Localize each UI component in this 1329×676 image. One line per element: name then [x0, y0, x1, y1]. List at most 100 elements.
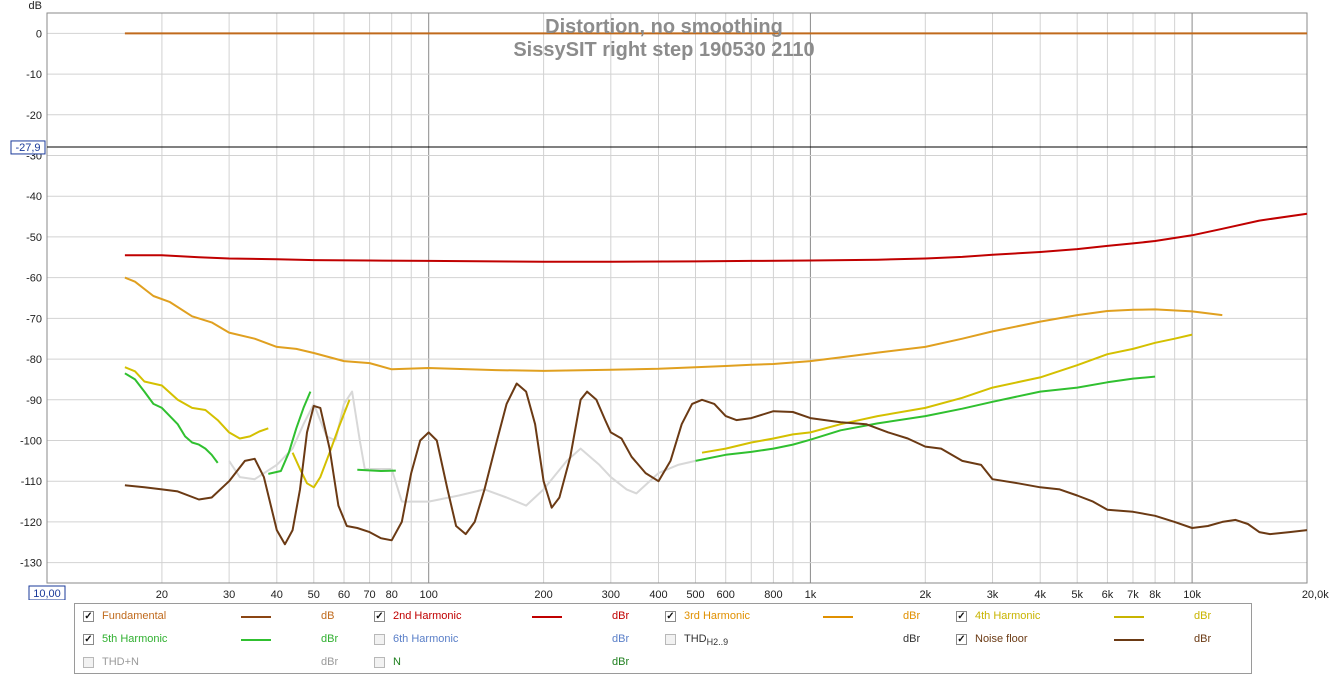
- y-tick-label: -90: [26, 395, 42, 407]
- x-start-frame: [28, 585, 66, 600]
- y-tick-label: -110: [21, 476, 42, 488]
- y-tick-label: -100: [20, 436, 42, 448]
- 5th-harmonic-checkbox[interactable]: ✓: [83, 634, 94, 645]
- legend-unit[interactable]: dBr: [321, 633, 339, 645]
- x-axis-ticks: 20 30 40 50 60 70 80 100 200 300 400 500 600 800 1k 2k 3…: [156, 589, 1329, 600]
- x-tick-label: 70: [363, 589, 375, 600]
- legend-line-swatch[interactable]: [823, 616, 853, 618]
- y-axis-ticks: 0-10-20-30-40-50-60-70-80-90-100-110-120…: [20, 28, 42, 569]
- cursor-value-frame: [10, 140, 46, 155]
- x-tick-label: 20,0kHz: [1302, 589, 1329, 600]
- x-tick-label: 1k: [805, 589, 817, 600]
- x-tick-label: 600: [717, 589, 735, 600]
- x-tick-label: 10k: [1183, 589, 1201, 600]
- x-tick-label: 60: [338, 589, 350, 600]
- legend-unit[interactable]: dBr: [903, 610, 921, 622]
- x-tick-label: 6k: [1102, 589, 1114, 600]
- y-tick-label: -60: [26, 273, 42, 285]
- legend-item-2nd-harmonic: ✓ 2nd Harmonic dBr: [366, 609, 656, 627]
- legend-item-fundamental: ✓ Fundamental dB: [75, 609, 365, 627]
- y-tick-label: -70: [26, 313, 42, 325]
- series-lines: [124, 32, 1308, 546]
- 6th-harmonic-checkbox[interactable]: [374, 634, 385, 645]
- x-tick-label: 40: [271, 589, 283, 600]
- legend-label: THD+N: [102, 656, 139, 668]
- x-tick-label: 5k: [1071, 589, 1083, 600]
- 3rd-harmonic-series-line: [124, 276, 1223, 372]
- 6th-harmonic-series-line: [228, 390, 696, 507]
- legend-item-6th-harmonic: 6th Harmonic dBr: [366, 632, 656, 650]
- legend-label: 6th Harmonic: [393, 633, 459, 645]
- y-tick-label: -120: [20, 517, 42, 529]
- legend-unit[interactable]: dB: [321, 610, 335, 622]
- 4th-harmonic-checkbox[interactable]: ✓: [956, 611, 967, 622]
- legend-line-swatch[interactable]: [241, 616, 271, 618]
- legend-unit[interactable]: dBr: [903, 633, 921, 645]
- legend-line-swatch[interactable]: [1114, 639, 1144, 641]
- x-tick-label: 400: [649, 589, 667, 600]
- legend-label: N: [393, 656, 401, 668]
- fundamental-checkbox[interactable]: ✓: [83, 611, 94, 622]
- legend-unit[interactable]: dBr: [612, 610, 630, 622]
- y-tick-label: -40: [26, 191, 42, 203]
- y-tick-label: -50: [26, 232, 42, 244]
- legend-item-3rd-harmonic: ✓ 3rd Harmonic dBr: [657, 609, 947, 627]
- legend-line-swatch[interactable]: [241, 639, 271, 641]
- legend-label: 2nd Harmonic: [393, 610, 462, 622]
- y-tick-label: -20: [26, 110, 42, 122]
- x-tick-label: 4k: [1034, 589, 1046, 600]
- chart-title: Distortion, no smoothing: [545, 16, 783, 38]
- legend-unit[interactable]: dBr: [321, 656, 339, 668]
- legend-line-swatch[interactable]: [1114, 616, 1144, 618]
- legend-label: 5th Harmonic: [102, 633, 168, 645]
- x-tick-label: 3k: [987, 589, 999, 600]
- chart-subtitle: SissySIT right step 190530 2110: [513, 39, 814, 61]
- x-tick-label: 50: [308, 589, 320, 600]
- legend-label-subscript: H2..9: [706, 637, 729, 648]
- y-tick-label: -80: [26, 354, 42, 366]
- legend-unit[interactable]: dBr: [1194, 610, 1212, 622]
- x-tick-label: 500: [686, 589, 704, 600]
- legend-label: Noise floor: [975, 633, 1028, 645]
- x-start-label: 10,00: [33, 588, 61, 600]
- thd-n-checkbox[interactable]: [83, 657, 94, 668]
- legend-label: 4th Harmonic: [975, 610, 1041, 622]
- distortion-chart[interactable]: 0-10-20-30-40-50-60-70-80-90-100-110-120…: [0, 0, 1329, 600]
- cursor-value-label: -27,9: [15, 142, 40, 154]
- legend-line-swatch[interactable]: [532, 616, 562, 618]
- x-tick-label: 8k: [1149, 589, 1161, 600]
- legend-unit[interactable]: dBr: [1194, 633, 1212, 645]
- x-tick-label: 7k: [1127, 589, 1139, 600]
- x-tick-label: 30: [223, 589, 235, 600]
- n-checkbox[interactable]: [374, 657, 385, 668]
- legend-unit[interactable]: dBr: [612, 656, 630, 668]
- plot-area[interactable]: [46, 12, 1308, 584]
- y-tick-label: -130: [20, 558, 42, 570]
- legend-item-thd-n: THD+N dBr: [75, 655, 365, 673]
- x-tick-label: 80: [386, 589, 398, 600]
- legend-label: 3rd Harmonic: [684, 610, 751, 622]
- 5th-harmonic-series-line: [124, 372, 1156, 475]
- y-tick-label: 0: [36, 28, 42, 40]
- noise-floor-series-line: [124, 382, 1308, 546]
- thd-checkbox[interactable]: [665, 634, 676, 645]
- x-tick-label: 800: [764, 589, 782, 600]
- cursor-line[interactable]: -27,9: [10, 140, 1307, 155]
- y-axis-unit-label: dB: [29, 0, 42, 12]
- 2nd-harmonic-series-line: [124, 212, 1308, 263]
- legend-item-thd: THDH2..9 dBr: [657, 632, 947, 650]
- legend-item-5th-harmonic: ✓ 5th Harmonic dBr: [75, 632, 365, 650]
- grid-lines: [47, 13, 1307, 583]
- legend-item-4th-harmonic: ✓ 4th Harmonic dBr: [948, 609, 1238, 627]
- 2nd-harmonic-checkbox[interactable]: ✓: [374, 611, 385, 622]
- x-tick-label: 20: [156, 589, 168, 600]
- 3rd-harmonic-checkbox[interactable]: ✓: [665, 611, 676, 622]
- x-axis-start-box[interactable]: 10,00: [28, 585, 66, 600]
- legend-label: THDH2..9: [684, 633, 729, 648]
- x-tick-label: 300: [602, 589, 620, 600]
- noise-floor-checkbox[interactable]: ✓: [956, 634, 967, 645]
- legend-label: Fundamental: [102, 610, 167, 622]
- legend-unit[interactable]: dBr: [612, 633, 630, 645]
- legend-panel: ✓ Fundamental dB ✓ 2nd Harmonic dBr ✓ 3rd Harmo…: [74, 603, 1252, 674]
